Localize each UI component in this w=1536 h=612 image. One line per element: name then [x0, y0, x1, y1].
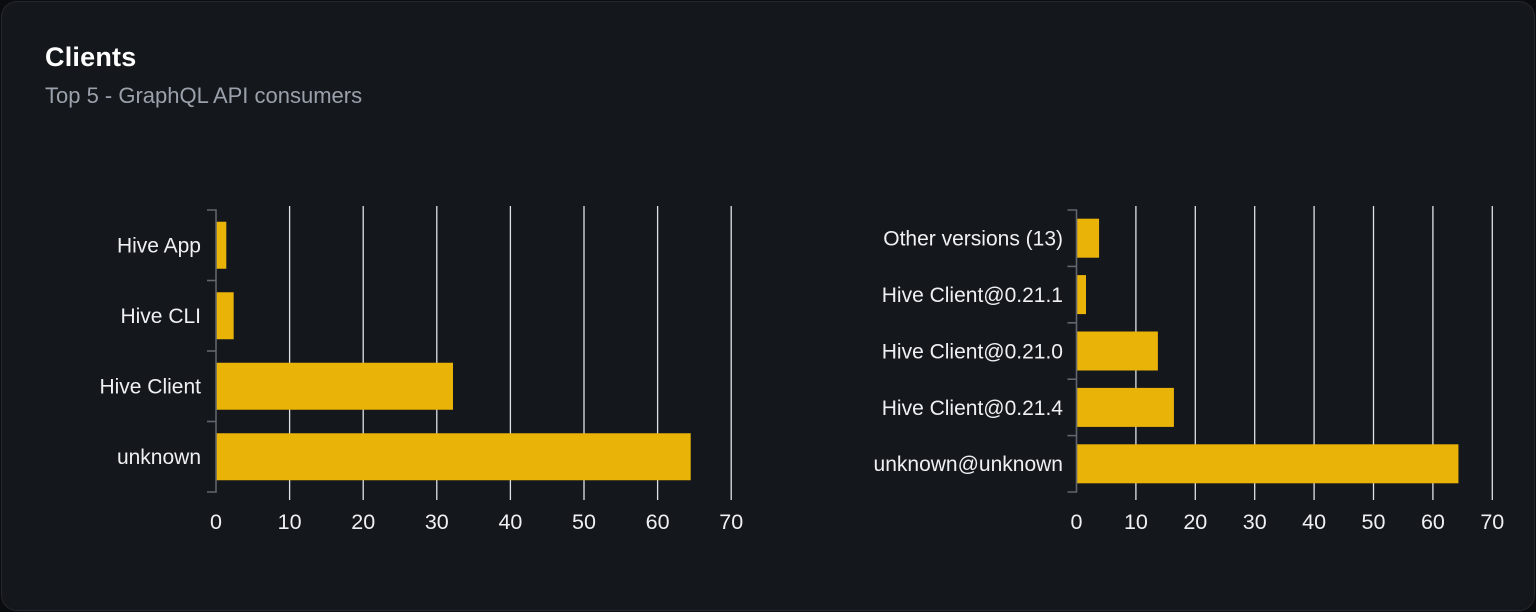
bar[interactable] — [216, 221, 227, 269]
clients-by-version-chart: Other versions (13) Hive Client@0.21.1 Hiv… — [874, 206, 1504, 534]
x-tick-label: 10 — [1124, 510, 1148, 534]
bar[interactable] — [1076, 275, 1087, 315]
bar[interactable] — [1076, 331, 1158, 371]
clients-by-name-chart: Hive App Hive CLI Hive Client unknown 0 10 20 3… — [99, 206, 743, 534]
x-tick-label: 60 — [646, 510, 670, 534]
x-tick-label: 0 — [210, 510, 222, 534]
bar[interactable] — [216, 362, 453, 410]
x-tick-label: 40 — [498, 510, 522, 534]
card-subtitle: Top 5 - GraphQL API consumers — [45, 83, 363, 108]
category-label: Hive CLI — [120, 305, 201, 328]
x-tick-label: 20 — [351, 510, 375, 534]
category-label: Hive App — [117, 235, 201, 258]
charts-row: Hive App Hive CLI Hive Client unknown 0 10 20 3… — [2, 197, 1534, 557]
x-tick-label: 20 — [1183, 510, 1207, 534]
bar[interactable] — [1076, 387, 1174, 427]
x-tick-label: 50 — [1362, 510, 1386, 534]
category-label: unknown@unknown — [874, 453, 1063, 476]
category-label: Hive Client@0.21.4 — [882, 397, 1064, 420]
x-tick-label: 30 — [1243, 510, 1267, 534]
bar[interactable] — [1076, 444, 1459, 484]
x-tick-label: 30 — [425, 510, 449, 534]
x-tick-label: 70 — [1480, 510, 1504, 534]
x-tick-label: 40 — [1302, 510, 1326, 534]
bar[interactable] — [1076, 218, 1100, 258]
category-label: Hive Client@0.21.1 — [882, 284, 1063, 307]
card-header: Clients Top 5 - GraphQL API consumers — [2, 2, 1534, 109]
bar[interactable] — [216, 433, 691, 481]
x-tick-label: 60 — [1421, 510, 1445, 534]
x-tick-label: 50 — [572, 510, 596, 534]
card-title: Clients — [45, 42, 137, 72]
x-tick-label: 70 — [719, 510, 743, 534]
y-axis-line — [1067, 209, 1078, 493]
category-label: Hive Client@0.21.0 — [882, 340, 1063, 363]
category-label: Hive Client — [99, 376, 201, 399]
bar[interactable] — [216, 292, 234, 340]
category-label: unknown — [117, 446, 201, 469]
category-label: Other versions (13) — [883, 228, 1063, 251]
x-tick-label: 10 — [278, 510, 302, 534]
x-tick-label: 0 — [1071, 510, 1083, 534]
